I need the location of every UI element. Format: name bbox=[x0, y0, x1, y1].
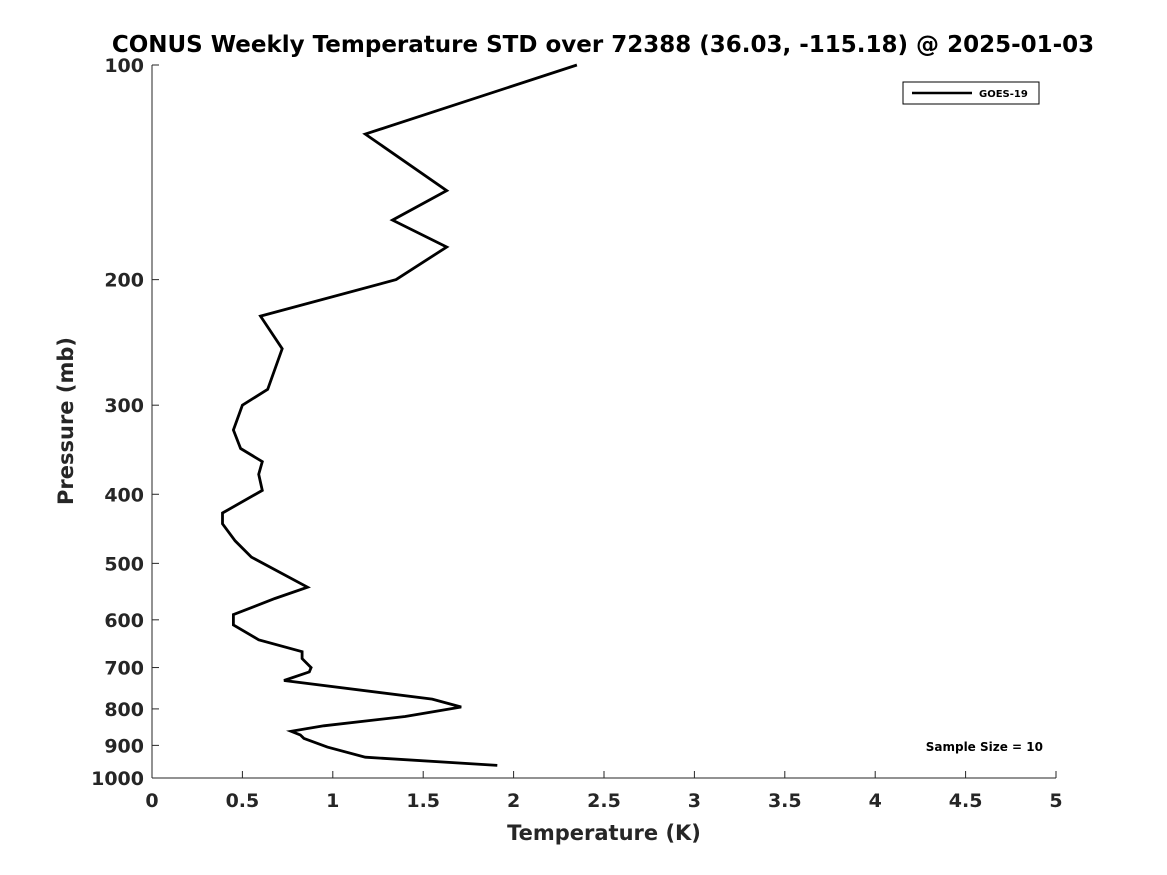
x-tick-label: 0 bbox=[145, 790, 158, 812]
y-tick-label: 700 bbox=[104, 658, 144, 680]
x-tick-label: 2 bbox=[507, 790, 520, 812]
series-layer bbox=[221, 63, 578, 767]
legend-label-goes-19: GOES-19 bbox=[979, 89, 1028, 100]
x-tick-label: 4.5 bbox=[949, 790, 983, 812]
y-tick-label: 300 bbox=[104, 395, 144, 417]
x-tick-label: 1.5 bbox=[406, 790, 440, 812]
legend: GOES-19 bbox=[902, 81, 1040, 105]
y-tick-label: 400 bbox=[104, 484, 144, 506]
x-tick-label: 4 bbox=[869, 790, 882, 812]
chart-title: CONUS Weekly Temperature STD over 72388 … bbox=[112, 32, 1094, 58]
y-tick-label: 900 bbox=[104, 735, 144, 757]
series-line-goes-19 bbox=[221, 63, 578, 767]
x-tick-label: 0.5 bbox=[226, 790, 260, 812]
y-tick-label: 500 bbox=[104, 553, 144, 575]
y-tick-label: 100 bbox=[104, 55, 144, 77]
x-tick-label: 1 bbox=[326, 790, 339, 812]
y-ticks: 100 200 300 400 500 600 700 800 900 1000 bbox=[91, 55, 159, 790]
x-ticks: 0 0.5 1 1.5 2 2.5 3 3.5 4 4.5 5 bbox=[145, 771, 1063, 812]
x-tick-label: 3.5 bbox=[768, 790, 802, 812]
y-tick-label: 1000 bbox=[91, 768, 144, 790]
x-tick-label: 5 bbox=[1049, 790, 1062, 812]
y-tick-label: 600 bbox=[104, 610, 144, 632]
y-tick-label: 200 bbox=[104, 270, 144, 292]
x-tick-label: 2.5 bbox=[587, 790, 621, 812]
y-tick-label: 800 bbox=[104, 699, 144, 721]
x-axis-label: Temperature (K) bbox=[507, 821, 701, 845]
x-tick-label: 3 bbox=[688, 790, 701, 812]
sample-size-annotation: Sample Size = 10 bbox=[926, 740, 1043, 754]
y-axis-label: Pressure (mb) bbox=[54, 337, 78, 505]
